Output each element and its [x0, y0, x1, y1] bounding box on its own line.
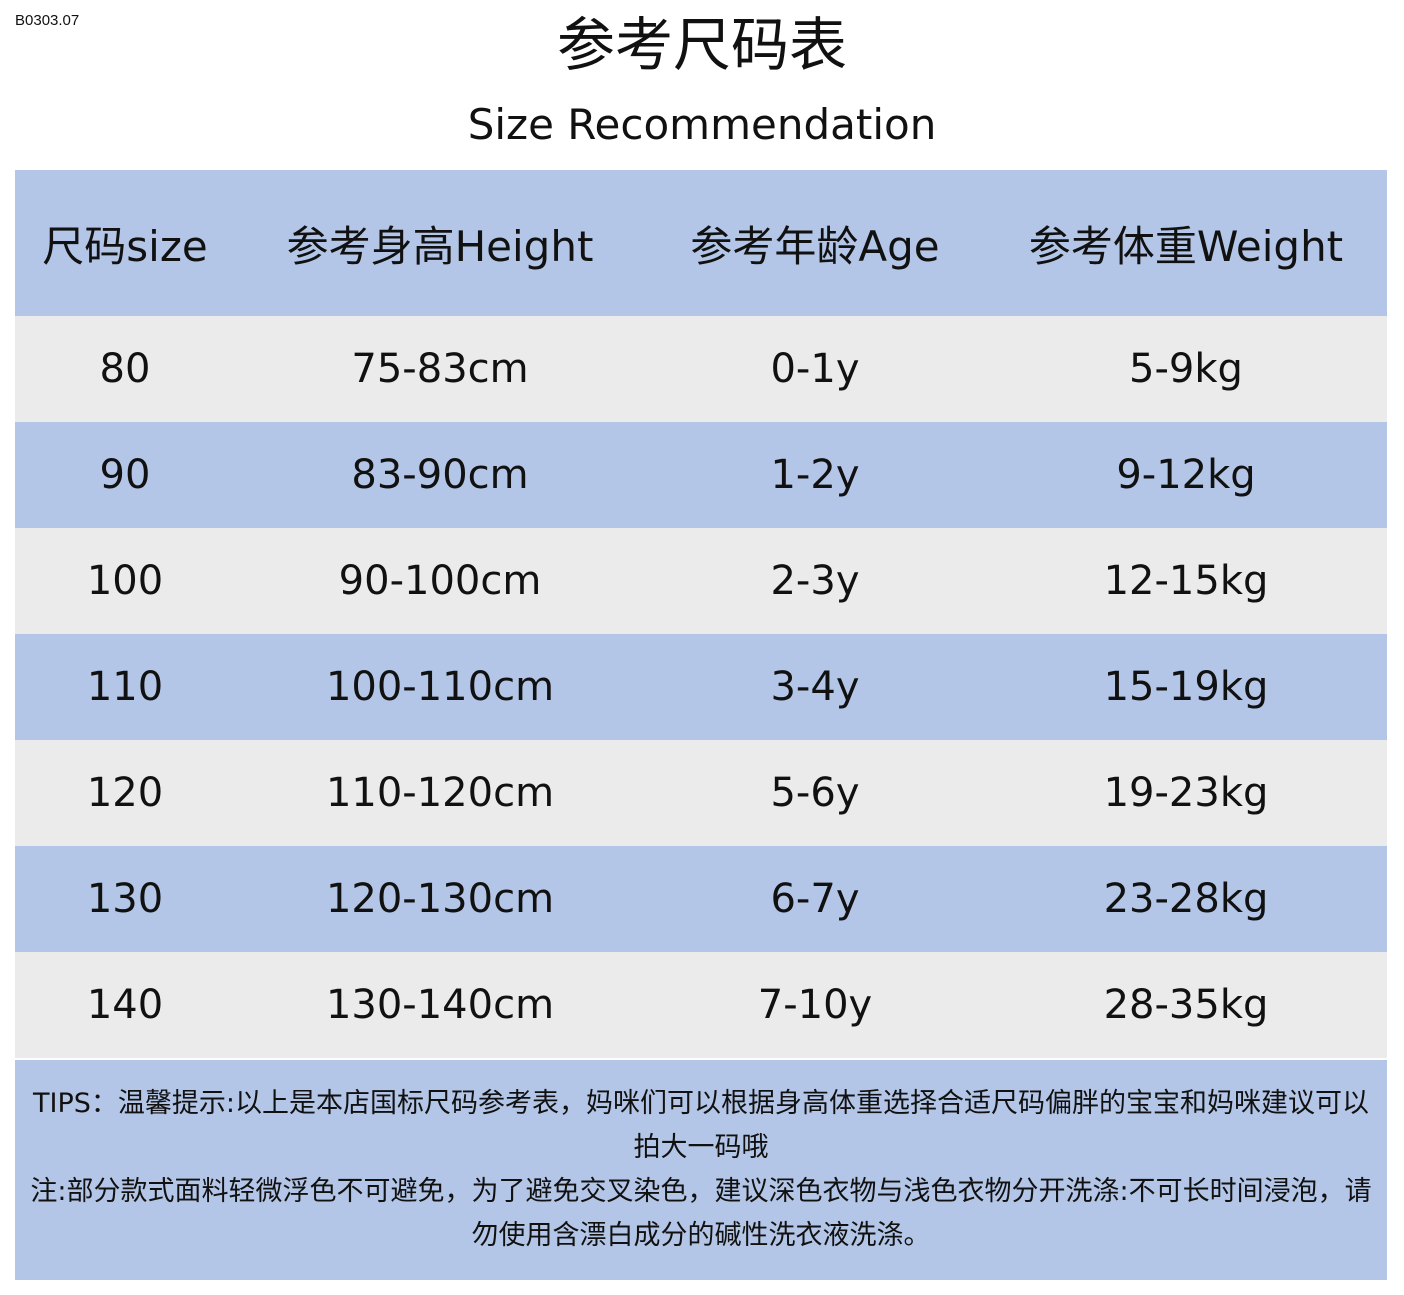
title: 参考尺码表	[556, 11, 847, 79]
table-cell: 2-3y	[645, 528, 985, 634]
table-cell: 83-90cm	[235, 422, 645, 528]
table-cell: 0-1y	[645, 316, 985, 422]
table-cell: 15-19kg	[985, 634, 1387, 740]
table-row: 140 130-140cm 7-10y 28-35kg	[15, 952, 1387, 1058]
table-cell: 6-7y	[645, 846, 985, 952]
product-code: B0303.07	[15, 12, 80, 29]
table-cell: 7-10y	[645, 952, 985, 1058]
table-row: 130 120-130cm 6-7y 23-28kg	[15, 846, 1387, 952]
table-cell: 23-28kg	[985, 846, 1387, 952]
table-cell: 3-4y	[645, 634, 985, 740]
table-cell: 140	[15, 952, 235, 1058]
table-cell: 130	[15, 846, 235, 952]
table-row: 90 83-90cm 1-2y 9-12kg	[15, 422, 1387, 528]
table-cell: 110-120cm	[235, 740, 645, 846]
tip-text: TIPS：温馨提示:以上是本店国标尺码参考表，妈咪们可以根据身高体重选择合适尺码…	[33, 1088, 1369, 1163]
table-row: 80 75-83cm 0-1y 5-9kg	[15, 316, 1387, 422]
table-cell: 100-110cm	[235, 634, 645, 740]
table-cell: 90	[15, 422, 235, 528]
table-cell: 28-35kg	[985, 952, 1387, 1058]
size-table: 尺码size 参考身高Height 参考年龄Age 参考体重Weight 80 75-83…	[15, 170, 1387, 1058]
column-header: 参考体重Weight	[985, 170, 1387, 316]
table-cell: 5-9kg	[985, 316, 1387, 422]
table-cell: 5-6y	[645, 740, 985, 846]
tip-text: 注:部分款式面料轻微浮色不可避免，为了避免交叉染色，建议深色衣物与浅色衣物分开洗…	[30, 1176, 1372, 1251]
table-cell: 110	[15, 634, 235, 740]
table-cell: 9-12kg	[985, 422, 1387, 528]
column-header: 参考年龄Age	[645, 170, 985, 316]
table-cell: 120-130cm	[235, 846, 645, 952]
table-cell: 1-2y	[645, 422, 985, 528]
column-header: 参考身高Height	[235, 170, 645, 316]
table-cell: 12-15kg	[985, 528, 1387, 634]
subtitle: Size Recommendation	[467, 100, 937, 149]
table-cell: 130-140cm	[235, 952, 645, 1058]
table-cell: 120	[15, 740, 235, 846]
table-cell: 90-100cm	[235, 528, 645, 634]
column-header: 尺码size	[15, 170, 235, 316]
tips: TIPS：温馨提示:以上是本店国标尺码参考表，妈咪们可以根据身高体重选择合适尺码…	[15, 1060, 1387, 1280]
table-row: 120 110-120cm 5-6y 19-23kg	[15, 740, 1387, 846]
table-cell: 75-83cm	[235, 316, 645, 422]
table-row: 110 100-110cm 3-4y 15-19kg	[15, 634, 1387, 740]
table-row: 100 90-100cm 2-3y 12-15kg	[15, 528, 1387, 634]
table-cell: 100	[15, 528, 235, 634]
table-cell: 80	[15, 316, 235, 422]
header-row: 尺码size 参考身高Height 参考年龄Age 参考体重Weight	[15, 170, 1387, 316]
table-cell: 19-23kg	[985, 740, 1387, 846]
